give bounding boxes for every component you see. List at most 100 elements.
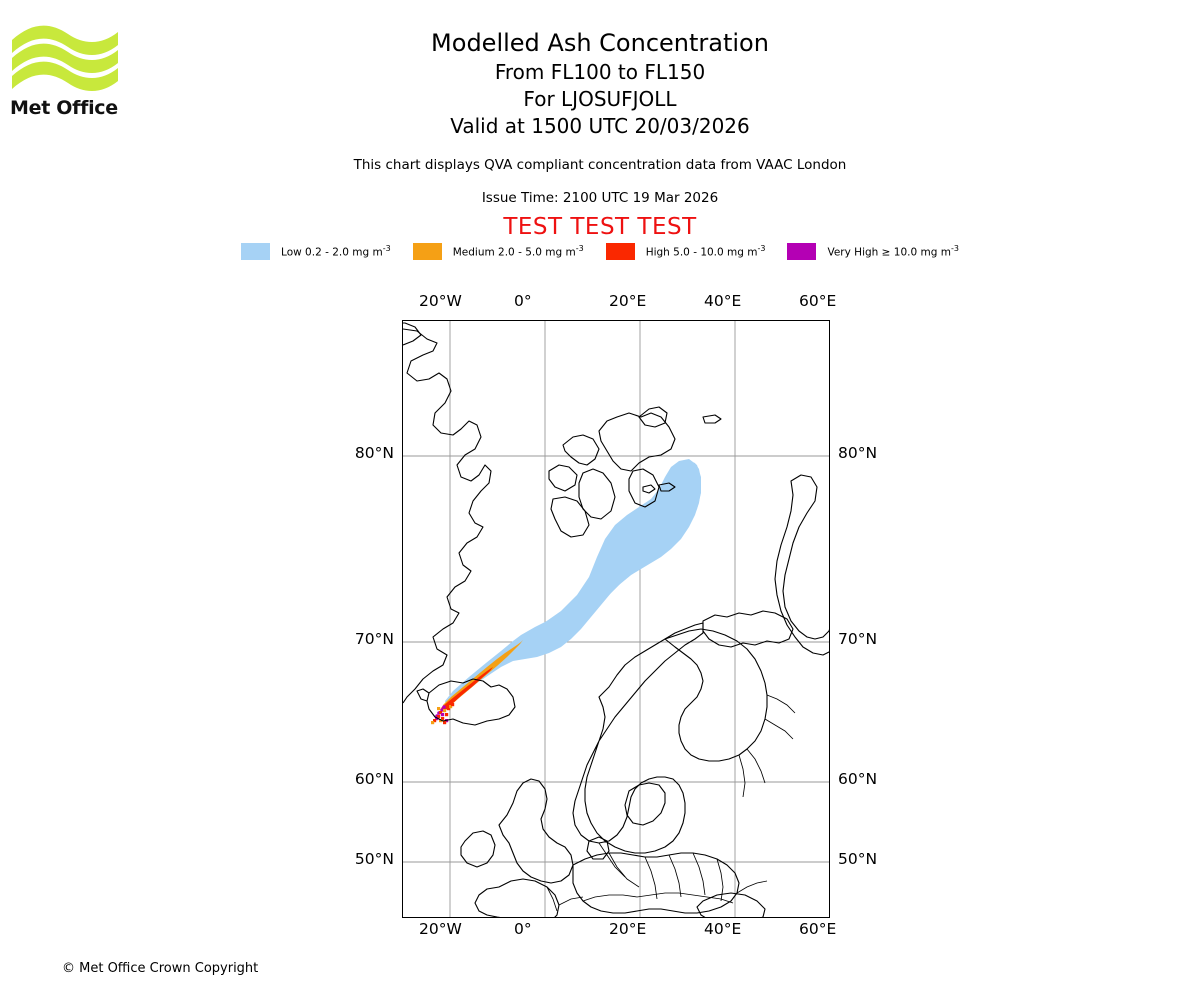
lon-label-top-3: 40°E bbox=[704, 292, 742, 310]
source-cell-3 bbox=[443, 709, 447, 713]
source-cell-0 bbox=[439, 711, 443, 715]
country-border-9 bbox=[558, 896, 584, 906]
lat-label-left-1: 70°N bbox=[354, 630, 394, 648]
source-cell-6 bbox=[445, 713, 449, 717]
legend-item-low: Low 0.2 - 2.0 mg m-3 bbox=[241, 242, 391, 260]
plume-very-high-cell-3 bbox=[442, 705, 446, 709]
country-border-0 bbox=[598, 842, 626, 878]
coastline-svalbard-south bbox=[578, 468, 616, 520]
legend-label-medium: Medium 2.0 - 5.0 mg m-3 bbox=[452, 243, 584, 259]
country-border-14 bbox=[746, 748, 766, 784]
source-cell-9 bbox=[433, 719, 437, 723]
valid-time-line: Valid at 1500 UTC 20/03/2026 bbox=[450, 114, 750, 138]
source-cell-13 bbox=[431, 721, 435, 725]
map-panel[interactable] bbox=[402, 320, 830, 918]
met-office-logo: Met Office bbox=[10, 18, 120, 118]
lon-label-bottom-0: 20°W bbox=[419, 920, 462, 938]
map-frame bbox=[402, 320, 830, 918]
source-cell-5 bbox=[441, 717, 445, 721]
logo-wave-band-3 bbox=[12, 61, 118, 92]
source-cell-2 bbox=[437, 715, 441, 719]
lat-label-left-2: 60°N bbox=[354, 770, 394, 788]
coastline-black-sea-n bbox=[696, 892, 766, 917]
coastline-franz-josef bbox=[658, 482, 676, 492]
country-border-6 bbox=[582, 894, 638, 902]
coastline-ireland bbox=[460, 830, 496, 868]
coastline-greenland-nw bbox=[403, 322, 422, 346]
country-border-1 bbox=[608, 852, 640, 888]
wave-logo-icon bbox=[12, 25, 118, 92]
volcano-source-cluster bbox=[431, 703, 455, 725]
lon-label-bottom-2: 20°E bbox=[609, 920, 647, 938]
coastline-greenland-east bbox=[403, 328, 492, 704]
logo-wave-band-1 bbox=[12, 25, 118, 56]
lat-label-right-3: 50°N bbox=[838, 850, 878, 868]
country-border-5 bbox=[716, 858, 724, 902]
map-canvas bbox=[403, 321, 829, 917]
coastlines bbox=[403, 322, 829, 917]
country-border-3 bbox=[668, 854, 682, 898]
legend-exponent-very-high: -3 bbox=[950, 243, 959, 253]
legend-item-very-high: Very High ≥ 10.0 mg m-3 bbox=[787, 242, 959, 260]
coastline-denmark bbox=[586, 836, 610, 860]
lon-label-bottom-3: 40°E bbox=[704, 920, 742, 938]
coastline-iceland-nw bbox=[416, 688, 430, 702]
legend-item-medium: Medium 2.0 - 5.0 mg m-3 bbox=[412, 242, 584, 260]
coastline-svalbard-sw bbox=[548, 464, 578, 492]
coastline-franz-josef2 bbox=[642, 484, 656, 494]
lat-label-right-1: 70°N bbox=[838, 630, 878, 648]
country-border-12 bbox=[766, 694, 796, 714]
coastline-novaya-west bbox=[774, 474, 829, 656]
source-cell-14 bbox=[443, 721, 447, 725]
source-cell-1 bbox=[441, 713, 445, 717]
plume-high-region bbox=[441, 667, 493, 711]
coastline-svalbard-west bbox=[562, 434, 600, 466]
legend-swatch-very-high bbox=[787, 242, 817, 260]
lat-label-left-3: 50°N bbox=[354, 850, 394, 868]
legend-swatch-high bbox=[605, 242, 635, 260]
lon-label-top-1: 0° bbox=[514, 292, 532, 310]
country-border-10 bbox=[546, 886, 558, 912]
country-border-8 bbox=[692, 894, 734, 904]
legend-exponent-low: -3 bbox=[382, 243, 391, 253]
page-title: Modelled Ash Concentration bbox=[431, 29, 769, 57]
copyright: © Met Office Crown Copyright bbox=[62, 961, 259, 976]
lat-label-right-2: 60°N bbox=[838, 770, 878, 788]
logo-wave-band-2 bbox=[12, 43, 118, 74]
test-banner: TEST TEST TEST bbox=[503, 214, 697, 240]
lon-label-bottom-4: 60°E bbox=[799, 920, 837, 938]
source-cell-4 bbox=[435, 717, 439, 721]
title-block: Modelled Ash Concentration From FL100 to… bbox=[0, 28, 1200, 140]
source-cell-12 bbox=[449, 705, 453, 709]
qva-note: This chart displays QVA compliant concen… bbox=[353, 157, 847, 173]
coastline-europe-continent bbox=[572, 852, 740, 914]
plume-very-high-cell-1 bbox=[440, 708, 444, 712]
legend-exponent-medium: -3 bbox=[575, 243, 584, 253]
lat-label-right-0: 80°N bbox=[838, 444, 878, 462]
flight-level-line: From FL100 to FL150 bbox=[494, 60, 706, 84]
coastline-svalbard-spit bbox=[550, 496, 590, 538]
country-border-15 bbox=[738, 754, 746, 798]
coastline-nordaustlandet bbox=[638, 406, 668, 428]
lon-label-top-0: 20°W bbox=[419, 292, 462, 310]
legend-label-very-high: Very High ≥ 10.0 mg m-3 bbox=[827, 243, 959, 259]
coastline-uk-mainland bbox=[498, 778, 574, 884]
plume-low-lobe bbox=[515, 459, 701, 651]
country-border-2 bbox=[644, 856, 658, 900]
legend-label-high: High 5.0 - 10.0 mg m-3 bbox=[645, 243, 766, 259]
lat-label-left-0: 80°N bbox=[354, 444, 394, 462]
coastline-baltic bbox=[624, 782, 666, 826]
brand-name: Met Office bbox=[10, 97, 118, 119]
country-border-13 bbox=[764, 718, 794, 740]
coastline-iceland bbox=[426, 678, 516, 726]
source-cell-15 bbox=[451, 703, 455, 707]
lon-label-top-4: 60°E bbox=[799, 292, 837, 310]
issue-time: Issue Time: 2100 UTC 19 Mar 2026 bbox=[481, 190, 719, 206]
concentration-legend: Low 0.2 - 2.0 mg m-3 Medium 2.0 - 5.0 mg … bbox=[0, 241, 1200, 261]
lon-label-bottom-1: 0° bbox=[514, 920, 532, 938]
source-cell-8 bbox=[447, 707, 451, 711]
source-cell-7 bbox=[439, 719, 443, 723]
coastline-kola-north bbox=[702, 610, 794, 648]
coastline-svalbard-main bbox=[598, 412, 676, 472]
